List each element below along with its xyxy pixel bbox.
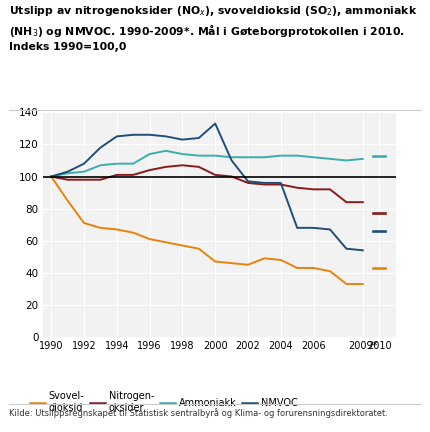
- Text: Utslipp av nitrogenoksider (NO$_x$), svoveldioksid (SO$_2$), ammoniakk
(NH$_3$) : Utslipp av nitrogenoksider (NO$_x$), svo…: [9, 4, 417, 51]
- Text: Kilde: Utslippsregnskapet til Statistisk sentralbyrå og Klima- og forurensningsd: Kilde: Utslippsregnskapet til Statistisk…: [9, 408, 387, 418]
- Legend: Svovel-
dioksid, Nitrogen-
oksider, Ammoniakk, NMVOC: Svovel- dioksid, Nitrogen- oksider, Ammo…: [30, 391, 298, 413]
